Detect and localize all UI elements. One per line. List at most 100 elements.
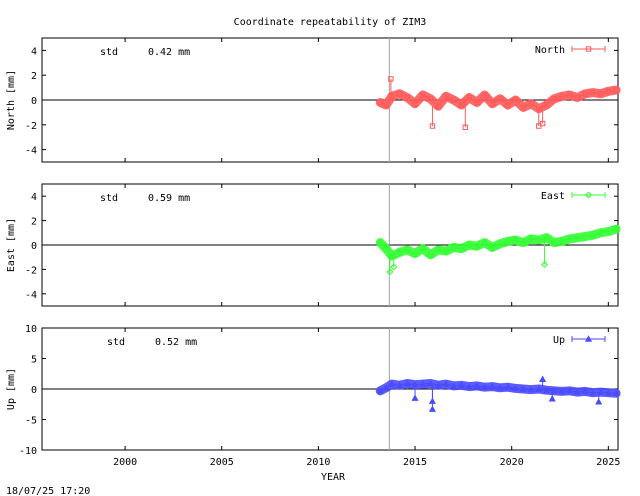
east-y-tick-label: 0: [31, 241, 37, 252]
up-std-value: 0.52 mm: [155, 337, 197, 348]
up-legend-marker: [584, 335, 593, 342]
east-data-point: [597, 229, 605, 237]
north-data-point: [404, 94, 411, 101]
east-data-point: [542, 234, 550, 242]
east-data-point: [589, 231, 597, 239]
north-data-point: [443, 93, 449, 99]
north-data-point: [412, 101, 418, 107]
north-data-point: [427, 96, 434, 102]
up-outlier-point: [411, 394, 419, 401]
east-data-point: [558, 237, 566, 245]
up-data-point: [527, 385, 535, 393]
up-y-tick-label: -5: [25, 416, 37, 427]
up-data-point: [382, 384, 390, 391]
up-data-point: [465, 382, 473, 390]
up-data-point: [442, 380, 450, 387]
north-data-point: [497, 96, 503, 102]
up-data-point: [604, 388, 612, 396]
north-data-point: [474, 99, 480, 106]
east-y-tick-label: 4: [31, 192, 37, 203]
up-data-point: [403, 379, 411, 387]
east-panel: std 0.59 mm East [mm] East -4 -2 0 2 4: [6, 183, 621, 307]
north-data-point: [481, 92, 488, 98]
north-outlier-point: [462, 124, 469, 130]
north-std-value: 0.42 mm: [148, 47, 190, 58]
x-tick-label: 2005: [210, 457, 234, 468]
north-y-tick-label: 0: [31, 96, 37, 107]
up-data-point: [426, 379, 435, 387]
up-data-point: [566, 387, 574, 394]
north-data-point: [377, 99, 383, 106]
north-outlier-point: [429, 123, 436, 129]
north-data-point: [559, 93, 565, 99]
up-data-point: [558, 387, 566, 395]
east-data-point: [396, 248, 404, 256]
x-tick-label: 2020: [500, 457, 524, 468]
east-y-tick-label: 2: [31, 217, 37, 228]
east-data-point: [612, 225, 620, 233]
x-tick-label: 2015: [403, 457, 427, 468]
east-outlier-point: [390, 263, 398, 271]
north-data-point: [574, 94, 581, 101]
east-legend-label: East: [541, 191, 565, 202]
east-data-point: [519, 239, 527, 247]
x-tick-label: 2010: [306, 457, 330, 468]
north-data-point: [458, 102, 465, 108]
north-legend-label: North: [535, 45, 565, 56]
north-data-point: [451, 97, 457, 103]
up-data-point: [473, 382, 481, 389]
east-data-point: [527, 235, 535, 243]
up-data-point: [573, 388, 581, 395]
north-data-point: [520, 104, 526, 111]
east-data-point: [573, 234, 581, 242]
up-y-axis-label: Up [mm]: [6, 368, 17, 410]
east-data-point: [581, 232, 589, 240]
up-data-point: [535, 385, 543, 392]
north-data-point: [597, 91, 604, 97]
up-data-point: [457, 381, 465, 389]
up-data-point: [388, 380, 396, 387]
east-data-point: [566, 235, 574, 243]
north-data-point: [528, 101, 534, 107]
north-data-point: [613, 87, 619, 93]
east-std-label: std: [100, 193, 118, 204]
east-data-point: [604, 228, 612, 236]
east-data-point: [376, 239, 384, 247]
up-outlier-point: [595, 398, 603, 405]
east-data-point: [481, 239, 489, 247]
up-data-point: [589, 388, 597, 396]
up-data-point: [550, 387, 558, 394]
up-outlier-point: [428, 405, 436, 412]
north-data-point: [590, 89, 596, 96]
timestamp: 18/07/25 17:20: [6, 486, 90, 496]
up-y-tick-label: 10: [25, 324, 37, 335]
up-data-point: [504, 383, 512, 390]
north-data-point: [512, 97, 519, 103]
north-data-point: [396, 91, 403, 97]
up-data-point: [612, 389, 620, 396]
up-data-point: [488, 382, 496, 390]
north-y-tick-label: 2: [31, 71, 37, 82]
up-data-point: [434, 381, 442, 389]
up-data-point: [450, 382, 458, 389]
x-tick-label: 2000: [113, 457, 137, 468]
east-std-value: 0.59 mm: [148, 193, 190, 204]
x-axis-label: YEAR: [321, 472, 346, 483]
up-data-point: [581, 387, 589, 395]
north-data-point: [435, 103, 441, 109]
north-y-tick-label: 4: [31, 46, 37, 57]
east-y-tick-label: -2: [25, 265, 37, 276]
up-data-point: [496, 384, 504, 391]
north-data-point: [383, 102, 389, 108]
east-data-point: [403, 246, 411, 254]
north-outlier-point: [539, 120, 546, 127]
east-data-point: [535, 236, 543, 244]
east-data-point: [457, 245, 465, 253]
east-data-point: [442, 247, 450, 255]
up-data-point: [542, 386, 551, 393]
east-data-point: [504, 237, 512, 245]
east-data-point: [473, 242, 481, 250]
east-data-point: [465, 241, 473, 249]
north-y-tick-label: -4: [25, 146, 37, 157]
